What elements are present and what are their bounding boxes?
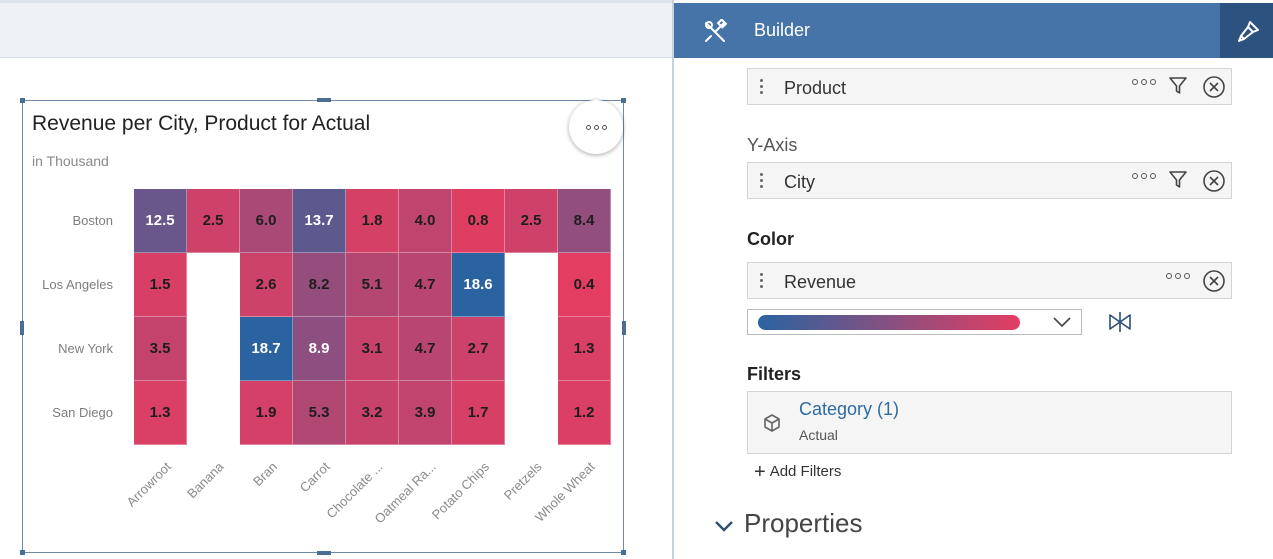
reverse-colors-icon[interactable] [1108, 311, 1132, 333]
heatmap-cell[interactable]: 1.3 [134, 381, 187, 445]
heatmap-cell[interactable]: 1.2 [558, 381, 611, 445]
filters-label: Filters [747, 364, 802, 384]
dimension-more-button[interactable] [1132, 79, 1156, 85]
tools-icon[interactable] [702, 19, 728, 45]
chevron-down-icon [715, 521, 733, 532]
y-axis-dimension-field[interactable]: City [747, 162, 1232, 199]
chevron-down-icon [1053, 317, 1071, 328]
y-axis-tick-label: Los Angeles [42, 277, 113, 292]
story-toolbar-strip [0, 0, 672, 58]
heatmap-plot: Boston Los Angeles New York San Diego 12.5 2.… [23, 101, 625, 554]
heatmap-cell[interactable]: 5.3 [293, 381, 346, 445]
resize-handle-top-right[interactable] [621, 98, 626, 103]
properties-label: Properties [744, 508, 863, 538]
color-measure-field[interactable]: Revenue [747, 262, 1232, 299]
dimension-more-button[interactable] [1132, 173, 1156, 179]
color-palette-gradient [758, 315, 1020, 330]
heatmap-cell[interactable]: 2.6 [240, 253, 293, 317]
heatmap-cell[interactable]: 1.7 [452, 381, 505, 445]
y-axis-tick-label: San Diego [52, 405, 113, 420]
chart-more-button[interactable] [569, 100, 623, 154]
filter-value: Actual [799, 427, 838, 443]
resize-handle-left[interactable] [20, 321, 24, 335]
drag-handle-icon[interactable] [760, 273, 763, 289]
y-axis-tick-label: Boston [72, 213, 113, 228]
filter-token[interactable]: Category (1) Actual [747, 391, 1232, 454]
resize-handle-bottom-right[interactable] [621, 550, 626, 555]
remove-circle-icon[interactable] [1202, 269, 1226, 293]
heatmap-cell[interactable]: 2.5 [505, 189, 558, 253]
heatmap-cell[interactable]: 0.8 [452, 189, 505, 253]
x-axis-tick-label: Bran [249, 459, 280, 490]
color-palette-select[interactable] [747, 309, 1082, 335]
add-filters-button[interactable]: + Add Filters [754, 459, 842, 483]
heatmap-cell[interactable]: 2.5 [187, 189, 240, 253]
filter-icon[interactable] [1168, 170, 1188, 190]
dimension-cube-icon [764, 414, 780, 432]
resize-handle-bottom[interactable] [317, 551, 331, 555]
heatmap-cell[interactable]: 1.3 [558, 317, 611, 381]
color-measure-name: Revenue [784, 272, 857, 292]
heatmap-cell[interactable]: 8.9 [293, 317, 346, 381]
heatmap-cell[interactable]: 12.5 [134, 189, 187, 253]
paintbrush-icon [1238, 21, 1259, 42]
heatmap-cell[interactable]: 3.1 [346, 317, 399, 381]
drag-handle-icon[interactable] [760, 173, 763, 189]
heatmap-cell[interactable]: 4.7 [399, 317, 452, 381]
resize-handle-top-left[interactable] [20, 98, 25, 103]
chart-title: Revenue per City, Product for Actual [32, 112, 371, 135]
heatmap-cell[interactable]: 18.6 [452, 253, 505, 317]
heatmap-cell[interactable]: 0.4 [558, 253, 611, 317]
builder-header: Builder [674, 3, 1273, 58]
builder-title: Builder [754, 20, 811, 40]
heatmap-cell[interactable]: 3.9 [399, 381, 452, 445]
measure-more-button[interactable] [1166, 273, 1190, 279]
builder-panel: Builder Product Y-Axis Cit [672, 0, 1273, 559]
chart-subtitle: in Thousand [32, 153, 109, 169]
filter-name-link[interactable]: Category (1) [799, 399, 900, 419]
heatmap-cell[interactable]: 4.0 [399, 189, 452, 253]
x-axis-dimension-field[interactable]: Product [747, 68, 1232, 105]
y-axis-label: Y-Axis [747, 135, 798, 155]
more-horizontal-icon [1132, 79, 1156, 85]
heatmap-cell[interactable]: 18.7 [240, 317, 293, 381]
more-horizontal-icon [585, 124, 607, 130]
more-horizontal-icon [1132, 173, 1156, 179]
more-horizontal-icon [1166, 273, 1190, 279]
add-filters-label: Add Filters [769, 463, 842, 480]
heatmap-cell[interactable]: 13.7 [293, 189, 346, 253]
plus-icon: + [754, 461, 766, 483]
y-axis-dimension-name: City [784, 172, 815, 192]
heatmap-cell[interactable]: 2.7 [452, 317, 505, 381]
chart-widget[interactable]: Boston Los Angeles New York San Diego 12.5 2.… [20, 98, 626, 555]
resize-handle-top[interactable] [317, 98, 331, 102]
heatmap-cell[interactable]: 3.2 [346, 381, 399, 445]
remove-circle-icon[interactable] [1202, 75, 1226, 99]
color-label: Color [747, 229, 794, 249]
styling-tab[interactable] [1220, 3, 1273, 58]
resize-handle-right[interactable] [622, 321, 626, 335]
heatmap-cell[interactable]: 4.7 [399, 253, 452, 317]
filter-icon[interactable] [1168, 76, 1188, 96]
heatmap-cell[interactable]: 1.8 [346, 189, 399, 253]
heatmap-cell[interactable]: 1.9 [240, 381, 293, 445]
x-axis-tick-label: Arrowroot [123, 459, 174, 510]
x-axis-dimension-name: Product [784, 78, 847, 98]
properties-section-toggle[interactable]: Properties [714, 508, 863, 539]
heatmap-cell[interactable]: 6.0 [240, 189, 293, 253]
resize-handle-bottom-left[interactable] [20, 550, 25, 555]
remove-circle-icon[interactable] [1202, 169, 1226, 193]
x-axis-tick-label: Carrot [296, 459, 333, 496]
y-axis-tick-label: New York [58, 341, 113, 356]
x-axis-tick-label: Banana [183, 459, 226, 502]
heatmap-cell[interactable]: 1.5 [134, 253, 187, 317]
heatmap-cell[interactable]: 3.5 [134, 317, 187, 381]
drag-handle-icon[interactable] [760, 79, 763, 95]
x-axis-tick-label: Pretzels [500, 459, 545, 503]
heatmap-cell[interactable]: 8.2 [293, 253, 346, 317]
heatmap-cell[interactable]: 5.1 [346, 253, 399, 317]
heatmap-cell[interactable]: 8.4 [558, 189, 611, 253]
